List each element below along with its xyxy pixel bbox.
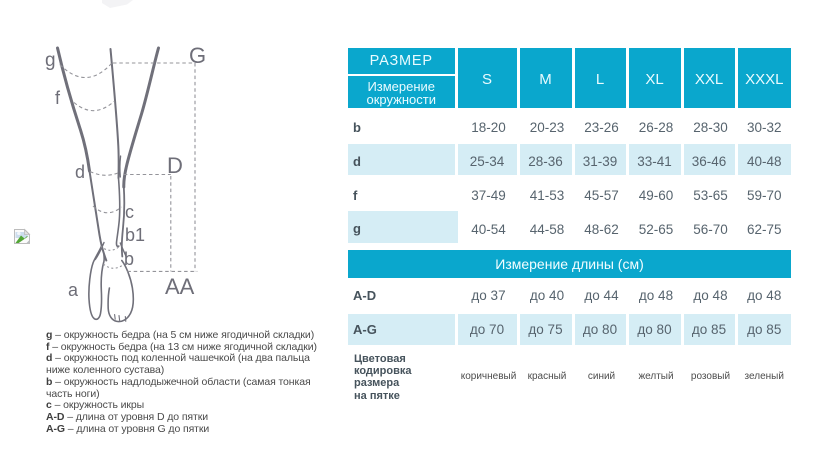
svg-text:D: D bbox=[167, 153, 183, 178]
svg-text:b1: b1 bbox=[125, 225, 145, 245]
svg-text:g: g bbox=[45, 50, 56, 71]
svg-text:a: a bbox=[68, 280, 79, 300]
svg-text:G: G bbox=[189, 43, 206, 68]
svg-text:AA: AA bbox=[165, 274, 195, 299]
svg-text:f: f bbox=[55, 88, 61, 108]
svg-text:d: d bbox=[75, 162, 85, 182]
svg-text:c: c bbox=[125, 202, 134, 222]
svg-text:b: b bbox=[124, 249, 134, 269]
